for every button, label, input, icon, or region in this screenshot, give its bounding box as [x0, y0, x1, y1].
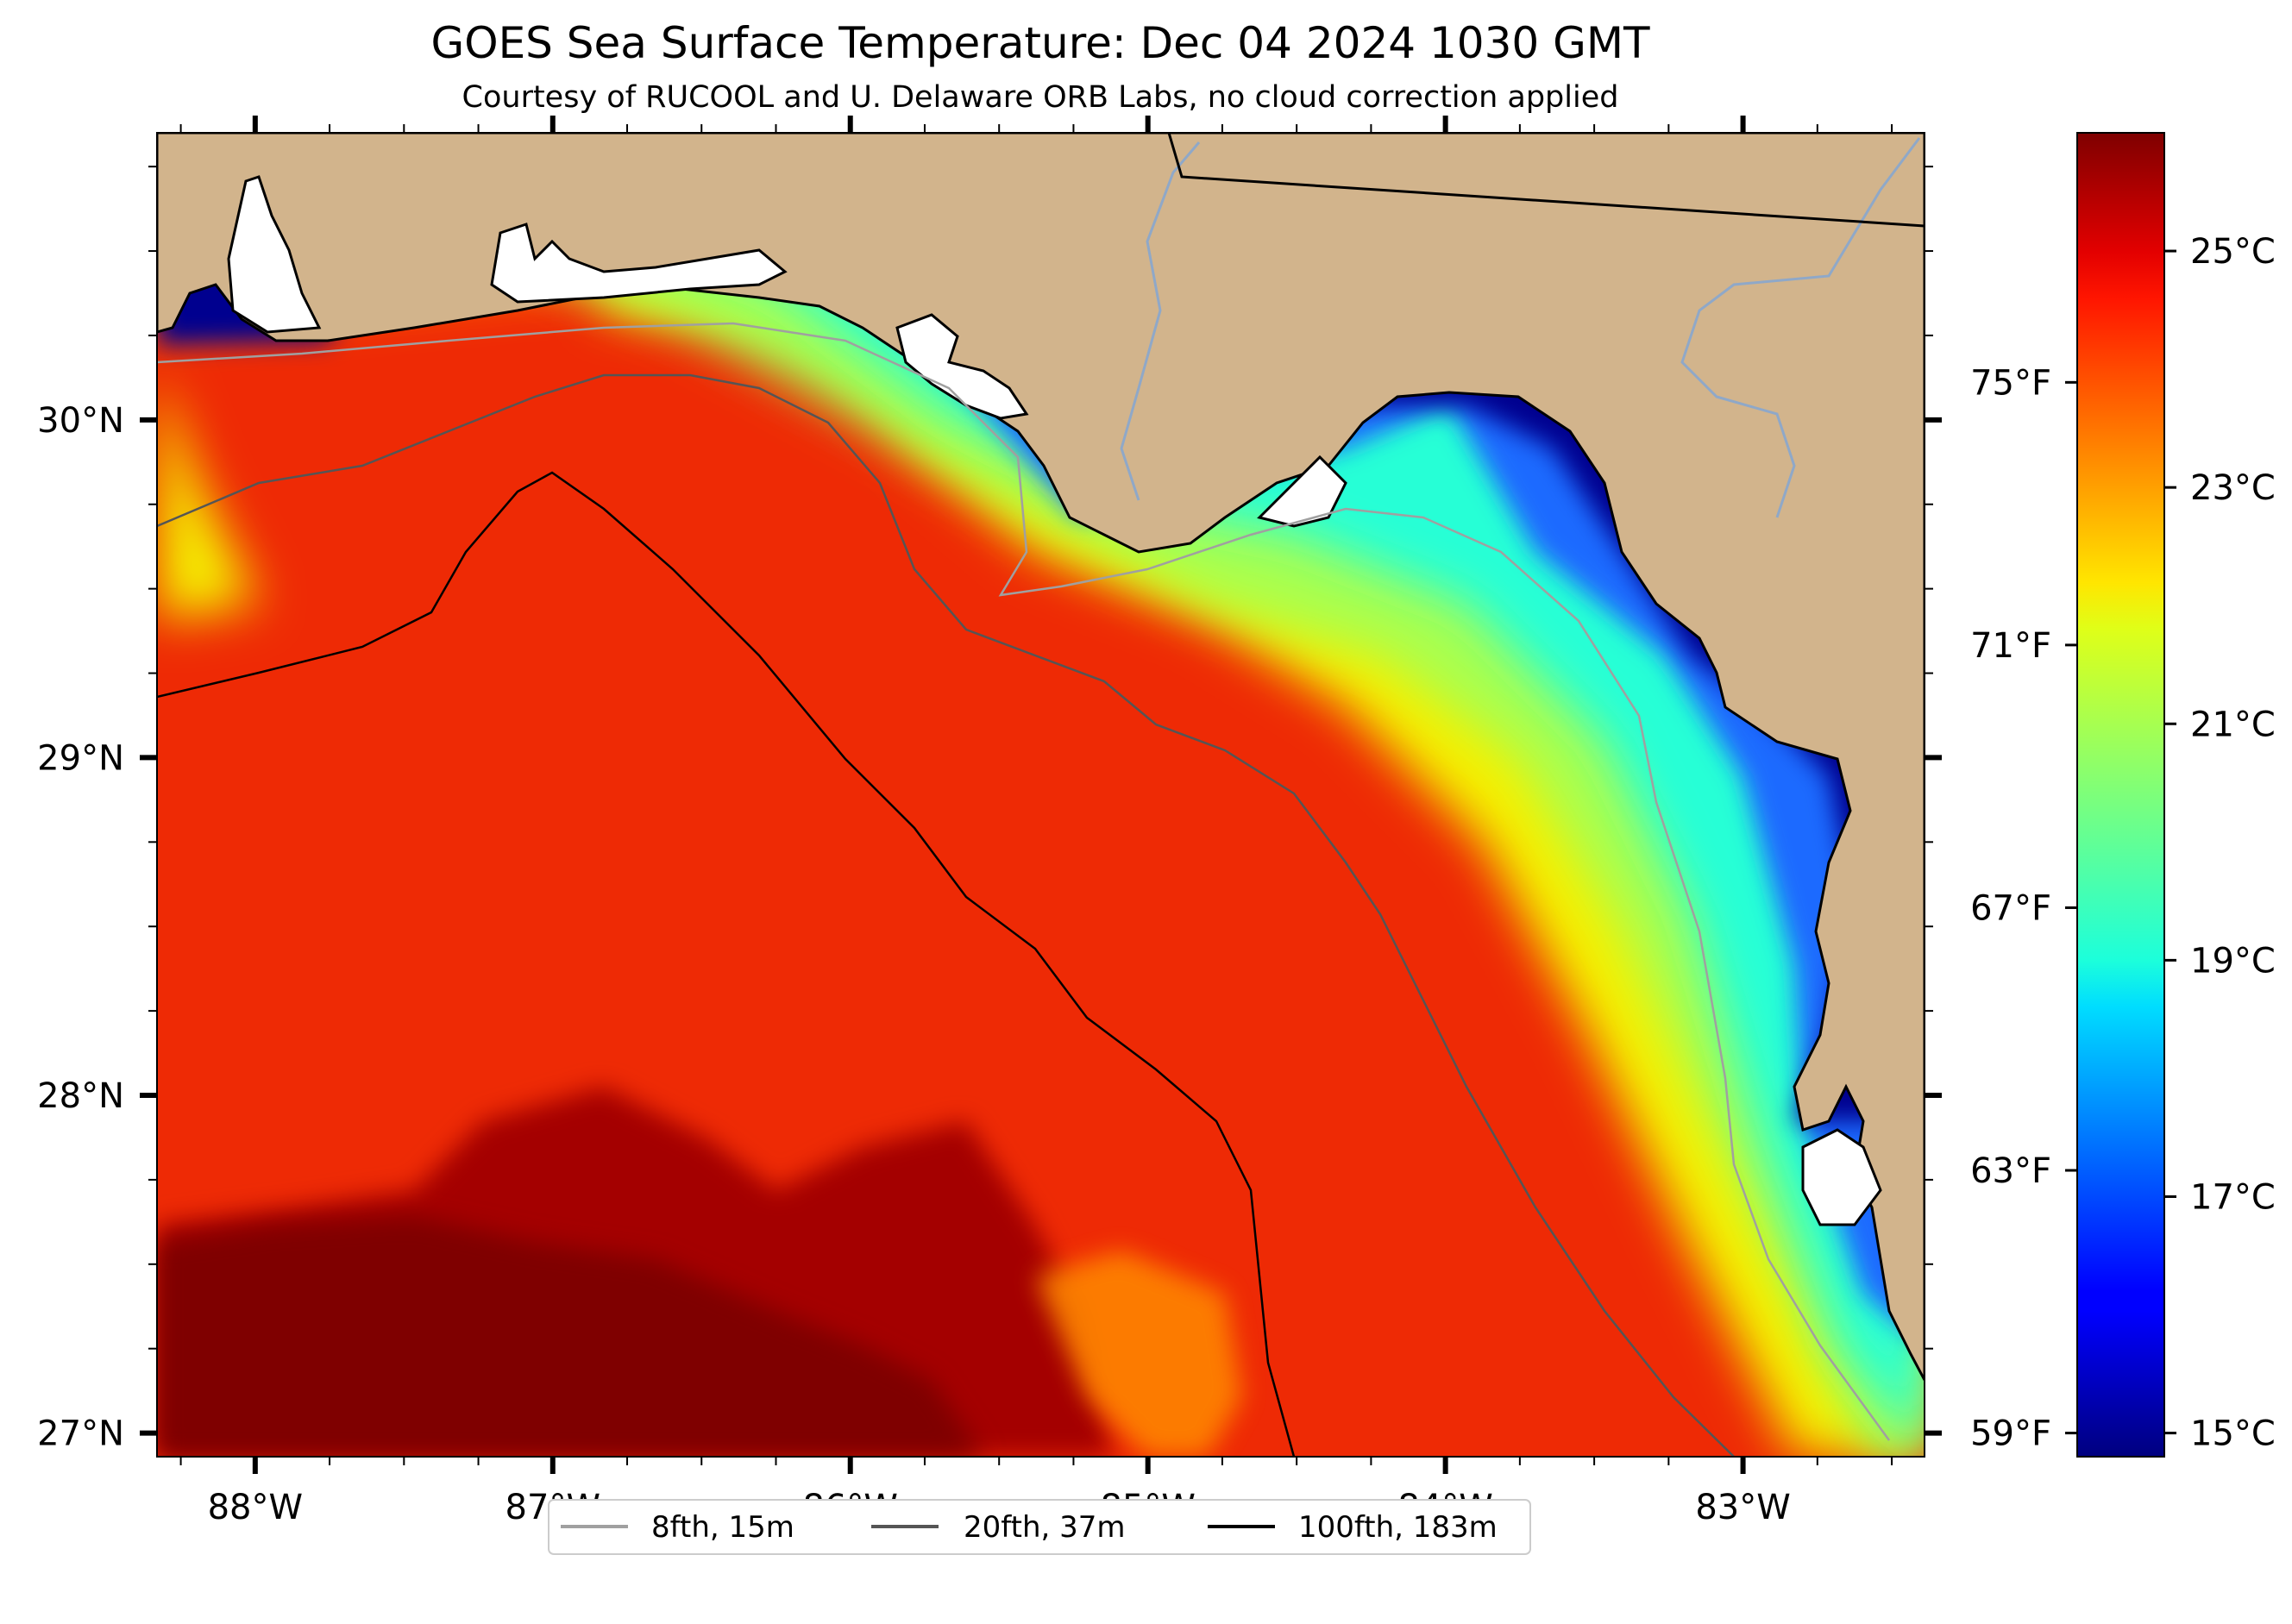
map-subtitle: Courtesy of RUCOOL and U. Delaware ORB L…	[462, 80, 1619, 115]
celsius-tick-label: 23°C	[2190, 468, 2276, 508]
isobath-20fth	[157, 373, 1735, 1457]
legend-label-20fth: 20fth, 37m	[964, 1510, 1126, 1545]
sst-band-cyan	[157, 133, 1925, 1457]
river-west	[1120, 141, 1201, 501]
fahrenheit-tick-label: 71°F	[1970, 626, 2051, 666]
lat-tick-label: 27°N	[37, 1414, 124, 1454]
bay-pensacola	[490, 223, 788, 304]
isobath-legend: 8fth, 15m 20fth, 37m 100fth, 183m	[548, 1499, 1531, 1555]
isobath-8fth	[157, 322, 1891, 1441]
sst-field-deepest-warm	[157, 1216, 983, 1457]
isobath-100fth	[157, 471, 1296, 1457]
legend-label-8fth: 8fth, 15m	[651, 1510, 794, 1545]
legend-label-100fth: 100fth, 183m	[1298, 1510, 1498, 1545]
lat-tick-label: 30°N	[37, 401, 124, 441]
land-mass	[157, 133, 1925, 1381]
fahrenheit-tick-label: 67°F	[1970, 888, 2051, 928]
celsius-tick-label: 25°C	[2190, 232, 2276, 272]
colorbar: 25°C 23°C 21°C 19°C 17°C 15°C 75°F 71°F 67°F 63°F…	[1970, 132, 2276, 1458]
fahrenheit-tick-label: 63°F	[1970, 1151, 2051, 1191]
lon-tick-label: 88°W	[208, 1488, 303, 1527]
sst-band-blue	[157, 133, 1925, 1345]
sst-map	[157, 133, 1925, 1457]
map-frame	[156, 132, 1925, 1458]
map-title: GOES Sea Surface Temperature: Dec 04 202…	[430, 18, 1650, 68]
legend-box	[548, 1499, 1531, 1555]
colorbar-gradient	[2076, 132, 2165, 1458]
sst-field-orange-patch	[1035, 1251, 1242, 1457]
bay-mobile	[227, 175, 322, 334]
lon-tick-label: 83°W	[1695, 1488, 1790, 1527]
lat-tick-label: 29°N	[37, 738, 124, 778]
celsius-tick-label: 17°C	[2190, 1177, 2276, 1217]
fahrenheit-tick-label: 59°F	[1970, 1414, 2051, 1454]
bay-apalachee	[1257, 455, 1347, 528]
bay-tampa	[1801, 1128, 1882, 1226]
celsius-tick-label: 19°C	[2190, 941, 2276, 981]
river-east	[1680, 137, 1921, 518]
state-border	[1167, 133, 1925, 228]
celsius-tick-label: 21°C	[2190, 705, 2276, 744]
colorbar-ticks: 25°C 23°C 21°C 19°C 17°C 15°C 75°F 71°F 67°F 63°F…	[1970, 232, 2276, 1454]
fahrenheit-tick-label: 75°F	[1970, 363, 2051, 403]
bay-apalachicola	[895, 313, 1029, 420]
celsius-tick-label: 15°C	[2190, 1414, 2276, 1454]
lat-tick-label: 28°N	[37, 1076, 124, 1116]
